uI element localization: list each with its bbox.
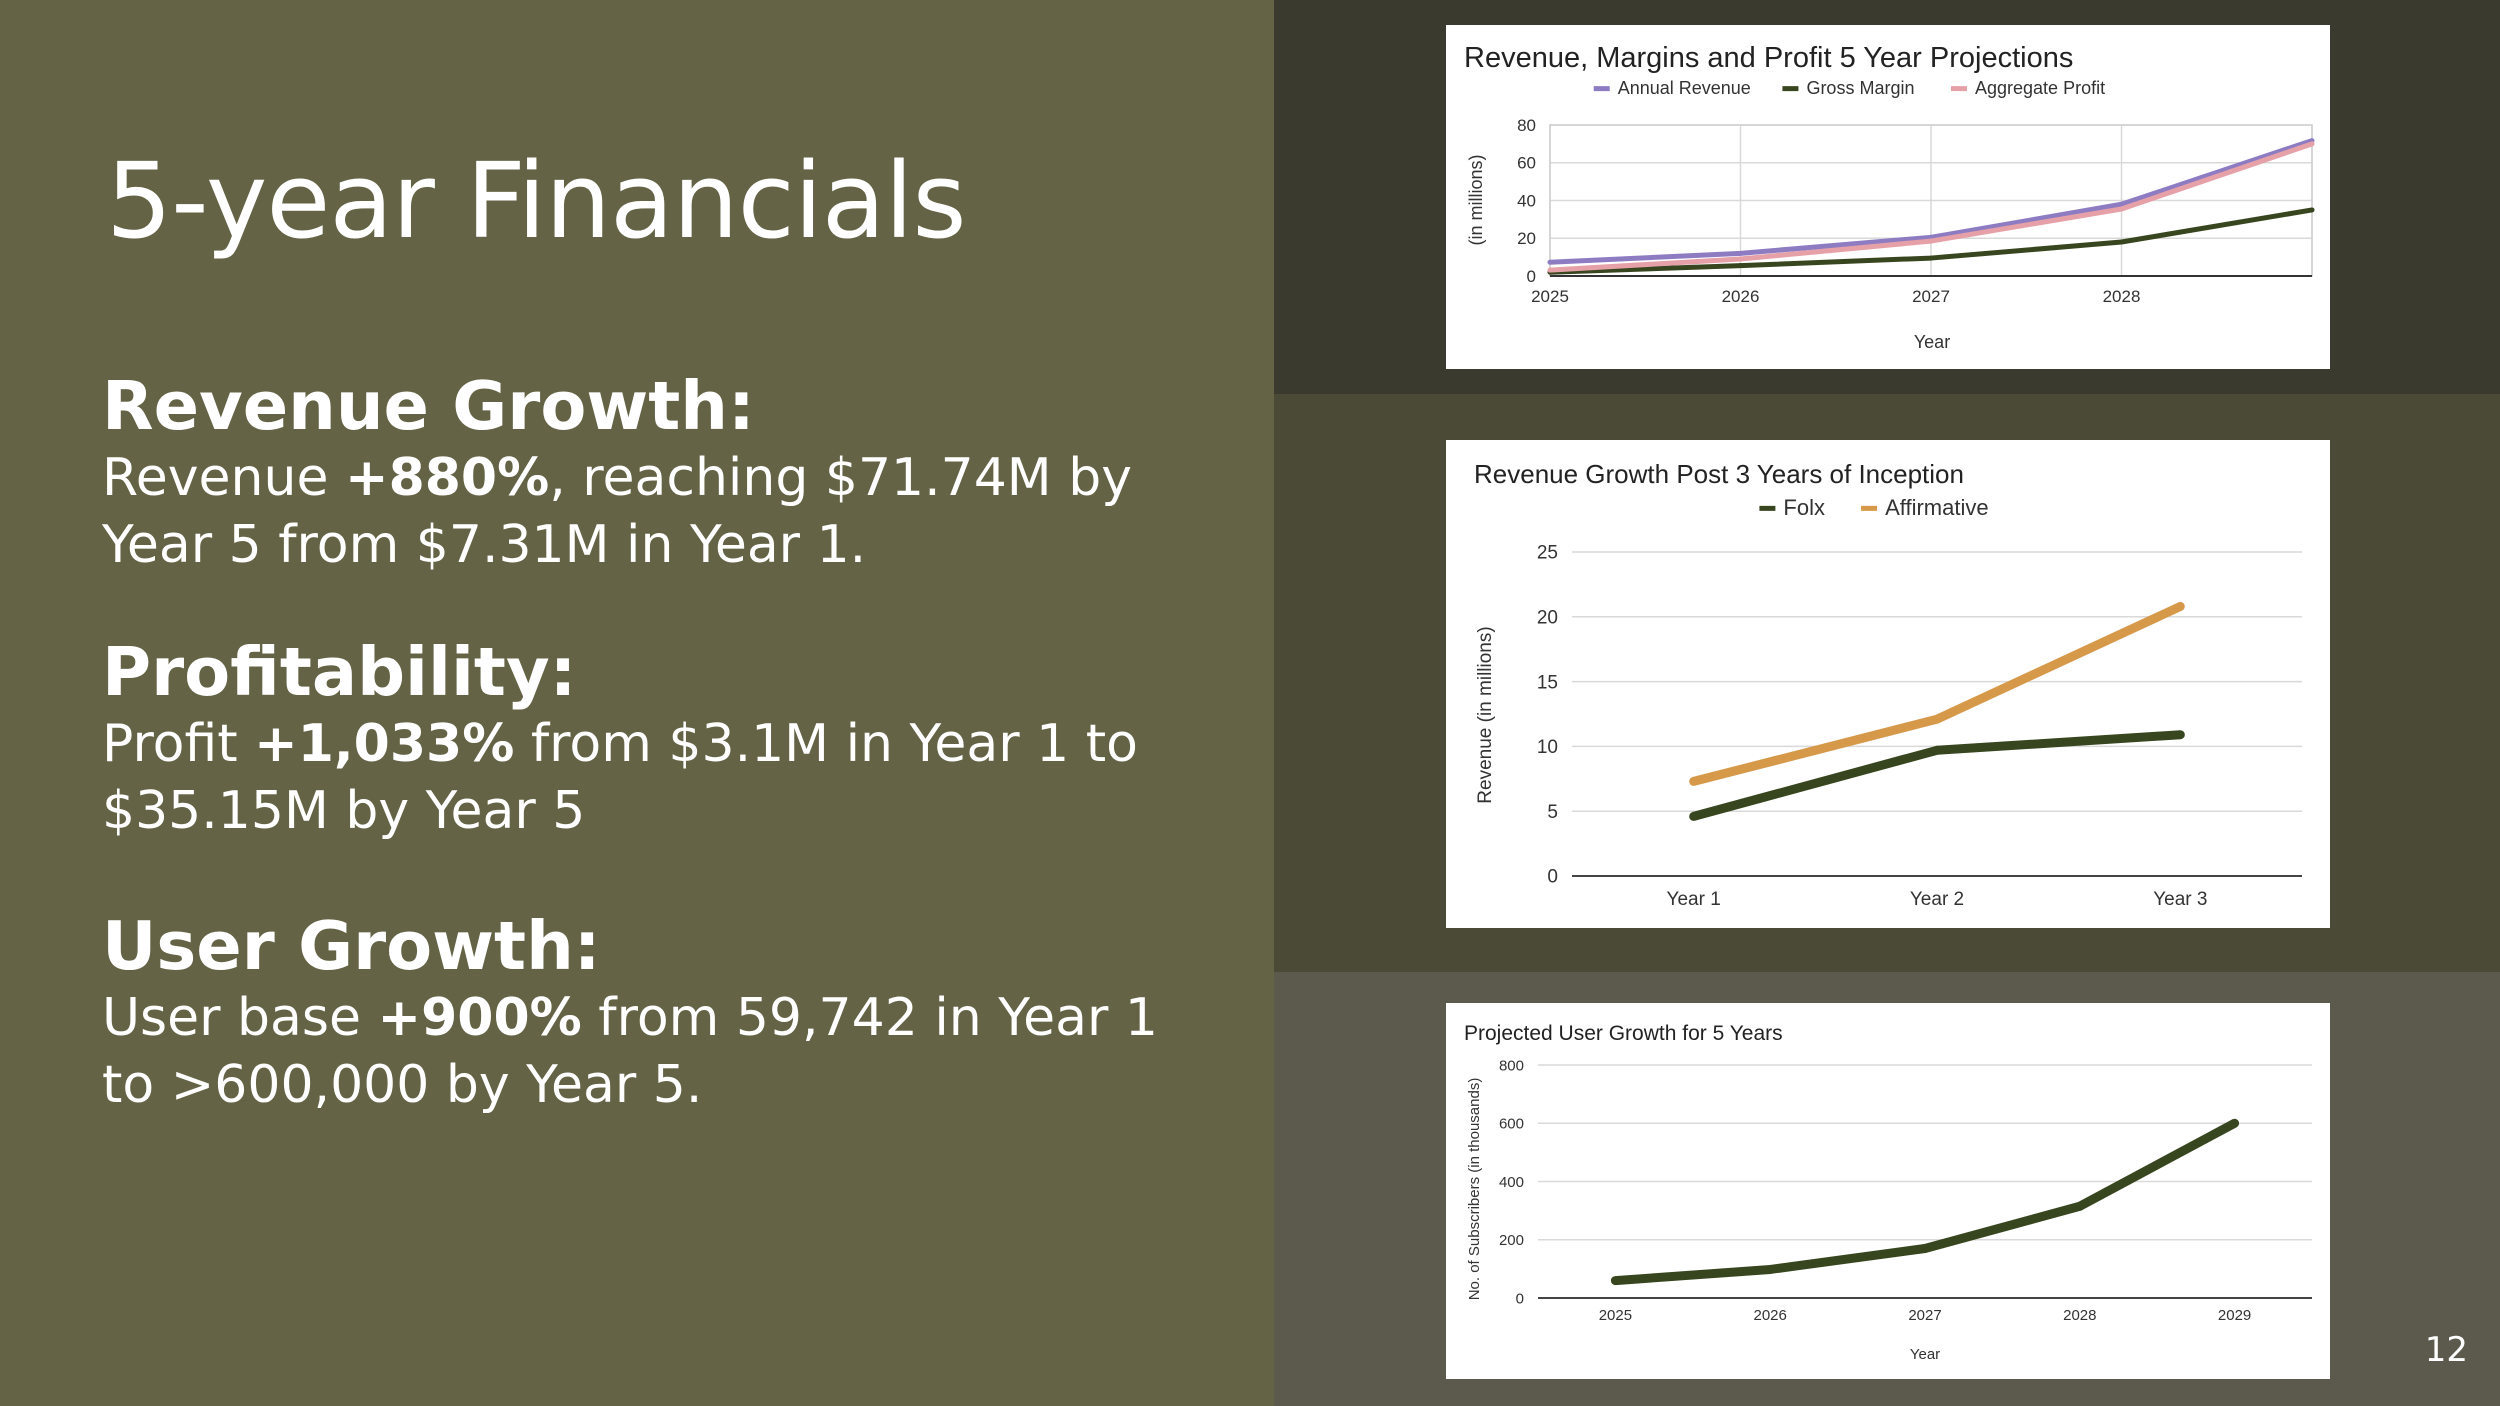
text-run: User base	[102, 988, 378, 1049]
y-tick-label: 20	[1517, 229, 1536, 248]
y-tick-label: 200	[1499, 1232, 1524, 1249]
x-tick-label: 2027	[1908, 1307, 1941, 1324]
text-run: Profit	[102, 714, 255, 775]
x-tick-label: 2025	[1531, 287, 1569, 306]
x-tick-label: Year 3	[2153, 889, 2207, 910]
y-tick-label: 20	[1537, 607, 1558, 628]
text-run: Revenue	[102, 448, 345, 509]
y-tick-label: 600	[1499, 1116, 1524, 1133]
data-point	[2230, 1118, 2240, 1128]
page-number: 12	[2424, 1330, 2468, 1370]
chart-revenue-growth-comparison: Revenue Growth Post 3 Years of Inception…	[1474, 459, 2302, 910]
legend-label: Affirmative	[1885, 495, 1989, 520]
x-tick-label: 2029	[2218, 1307, 2251, 1324]
x-axis-title: Year	[1914, 332, 1950, 352]
section-line: User base +900% from 59,742 in Year 1	[102, 985, 1222, 1052]
data-point	[2119, 206, 2124, 212]
section-heading: User Growth:	[102, 907, 601, 985]
x-tick-label: Year 2	[1910, 889, 1964, 910]
text-run: $35.15M by Year 5	[102, 781, 586, 842]
text-run: from $3.1M in Year 1 to	[514, 714, 1138, 775]
y-axis-title: Revenue (in millions)	[1475, 626, 1496, 803]
x-axis-title: Year	[1910, 1346, 1940, 1363]
data-point	[1928, 255, 1934, 261]
section-line: Profit +1,033% from $3.1M in Year 1 to	[102, 711, 1222, 778]
chart-user-growth: Projected User Growth for 5 Years 0 200 400…	[1464, 1022, 2312, 1363]
x-tick-label: 2027	[1912, 287, 1950, 306]
section-heading: Revenue Growth:	[102, 367, 755, 445]
legend-label: Annual Revenue	[1618, 78, 1751, 98]
text-run: , reaching $71.74M by	[549, 448, 1132, 509]
text-panel: 5-year Financials Revenue Growth: Revenu…	[0, 0, 1274, 1406]
section-line: to >600,000 by Year 5.	[102, 1052, 1222, 1119]
chart-card-user-growth: Projected User Growth for 5 Years 0 200 400…	[1446, 1003, 2330, 1379]
y-axis-title: (in millions)	[1466, 154, 1486, 245]
data-point	[2175, 730, 2185, 740]
x-tick-label: 2028	[2063, 1307, 2096, 1324]
series-line	[1692, 602, 2183, 786]
y-tick-label: 5	[1547, 802, 1558, 823]
data-point	[1547, 259, 1553, 265]
user-growth-section: User Growth: User base +900% from 59,742…	[102, 907, 1222, 1119]
chart-title: Revenue, Margins and Profit 5 Year Proje…	[1464, 42, 2073, 74]
data-point	[1547, 267, 1553, 273]
text-run: Year 5 from $7.31M in Year 1.	[102, 515, 867, 576]
section-heading: Profitability:	[102, 633, 577, 711]
x-tick-label: 2028	[2103, 287, 2141, 306]
y-tick-label: 10	[1537, 737, 1558, 758]
x-tick-label: 2026	[1754, 1307, 1787, 1324]
data-point	[1932, 714, 1942, 724]
data-point	[1765, 1264, 1775, 1274]
y-tick-label: 60	[1517, 154, 1536, 173]
data-point	[2075, 1201, 2085, 1211]
revenue-growth-section: Revenue Growth: Revenue +880%, reaching …	[102, 367, 1222, 579]
data-point	[2119, 201, 2124, 207]
y-tick-label: 400	[1499, 1174, 1524, 1191]
legend-label: Gross Margin	[1806, 78, 1914, 98]
data-point	[2175, 601, 2185, 611]
text-run: from 59,742 in Year 1	[581, 988, 1158, 1049]
legend-label: Aggregate Profit	[1975, 78, 2105, 98]
slide-title: 5-year Financials	[106, 140, 967, 262]
x-tick-label: Year 1	[1667, 889, 1721, 910]
section-line: $35.15M by Year 5	[102, 778, 1222, 845]
data-point	[1738, 250, 1743, 256]
series-line	[1615, 1119, 2237, 1286]
y-axis-title: No. of Subscribers (in thousands)	[1466, 1078, 1483, 1301]
y-tick-label: 800	[1499, 1057, 1524, 1074]
y-tick-label: 40	[1517, 191, 1536, 210]
y-tick-label: 0	[1547, 867, 1558, 888]
chart-title: Revenue Growth Post 3 Years of Inception	[1474, 459, 1964, 489]
data-point	[1610, 1276, 1620, 1286]
y-tick-label: 0	[1527, 267, 1536, 286]
data-point	[2309, 141, 2315, 147]
data-point	[1738, 256, 1743, 262]
data-point	[2309, 207, 2315, 213]
data-point	[1928, 238, 1934, 244]
chart-card-revenue-growth: Revenue Growth Post 3 Years of Inception…	[1446, 440, 2330, 928]
chart-title: Projected User Growth for 5 Years	[1464, 1022, 1783, 1045]
text-run: to >600,000 by Year 5.	[102, 1055, 703, 1116]
section-line: Revenue +880%, reaching $71.74M by	[102, 445, 1222, 512]
data-point	[2119, 239, 2124, 245]
data-point	[1932, 745, 1942, 755]
data-point	[1738, 263, 1743, 269]
chart-financial-projections: Revenue, Margins and Profit 5 Year Proje…	[1464, 42, 2315, 352]
y-tick-label: 25	[1537, 543, 1558, 564]
legend-label: Folx	[1783, 495, 1825, 520]
data-point	[1920, 1243, 1930, 1253]
x-tick-label: 2025	[1599, 1307, 1632, 1324]
profitability-section: Profitability: Profit +1,033% from $3.1M…	[102, 633, 1222, 845]
data-point	[1689, 811, 1699, 821]
highlight-figure: +1,033%	[254, 714, 515, 775]
y-tick-label: 80	[1517, 116, 1536, 135]
y-tick-label: 0	[1516, 1290, 1524, 1307]
chart-card-financials: Revenue, Margins and Profit 5 Year Proje…	[1446, 25, 2330, 369]
data-point	[1689, 776, 1699, 786]
highlight-figure: +900%	[377, 988, 582, 1049]
x-tick-label: 2026	[1722, 287, 1760, 306]
highlight-figure: +880%	[345, 448, 550, 509]
y-tick-label: 15	[1537, 672, 1558, 693]
section-line: Year 5 from $7.31M in Year 1.	[102, 512, 1222, 579]
